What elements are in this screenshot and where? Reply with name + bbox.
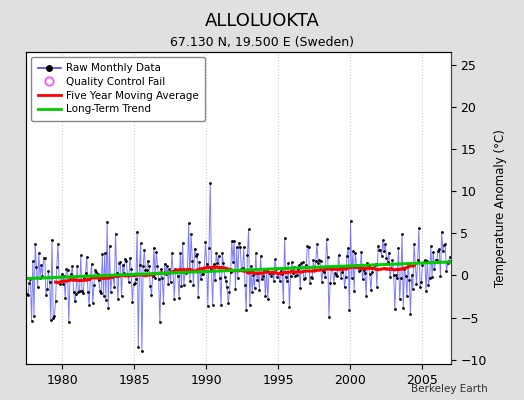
Y-axis label: Temperature Anomaly (°C): Temperature Anomaly (°C): [494, 129, 507, 287]
Legend: Raw Monthly Data, Quality Control Fail, Five Year Moving Average, Long-Term Tren: Raw Monthly Data, Quality Control Fail, …: [31, 57, 205, 121]
Text: 67.130 N, 19.500 E (Sweden): 67.130 N, 19.500 E (Sweden): [170, 36, 354, 49]
Text: Berkeley Earth: Berkeley Earth: [411, 384, 487, 394]
Text: ALLOLUOKTA: ALLOLUOKTA: [204, 12, 320, 30]
